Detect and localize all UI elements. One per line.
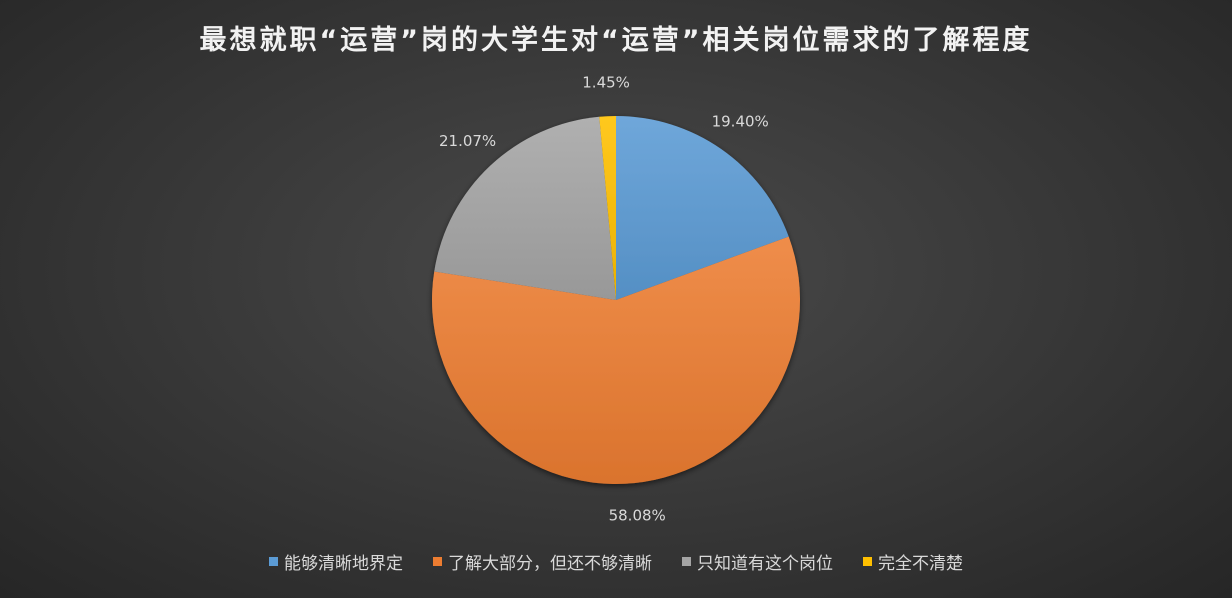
legend-swatch-2 bbox=[682, 557, 691, 566]
pie-slice-3 bbox=[599, 116, 616, 300]
legend-label-1: 了解大部分，但还不够清晰 bbox=[448, 554, 652, 574]
legend-swatch-1 bbox=[433, 557, 442, 566]
legend-label-2: 只知道有这个岗位 bbox=[697, 554, 833, 574]
pie-slices bbox=[431, 116, 800, 484]
legend-item-2: 只知道有这个岗位 bbox=[682, 549, 833, 574]
legend-item-1: 了解大部分，但还不够清晰 bbox=[433, 549, 652, 574]
legend-label-0: 能够清晰地界定 bbox=[284, 554, 403, 574]
pie-slice-2 bbox=[434, 116, 616, 301]
legend-label-3: 完全不清楚 bbox=[878, 554, 963, 574]
legend-item-3: 完全不清楚 bbox=[863, 549, 963, 574]
data-label-2: 21.07% bbox=[439, 132, 496, 150]
data-label-1: 58.08% bbox=[609, 507, 666, 525]
pie-data-labels: 19.40% 58.08% 21.07% 1.45% bbox=[439, 74, 769, 525]
data-label-3: 1.45% bbox=[582, 74, 630, 92]
legend-swatch-0 bbox=[269, 557, 278, 566]
pie-slice-1 bbox=[431, 236, 800, 484]
legend-swatch-3 bbox=[863, 557, 872, 566]
data-label-0: 19.40% bbox=[712, 113, 769, 131]
chart-title: 最想就职“运营”岗的大学生对“运营”相关岗位需求的了解程度 bbox=[199, 25, 1033, 56]
legend-item-0: 能够清晰地界定 bbox=[269, 549, 403, 574]
chart-legend: 能够清晰地界定 了解大部分，但还不够清晰 只知道有这个岗位 完全不清楚 bbox=[0, 549, 1232, 574]
pie-slice-0 bbox=[616, 116, 789, 300]
